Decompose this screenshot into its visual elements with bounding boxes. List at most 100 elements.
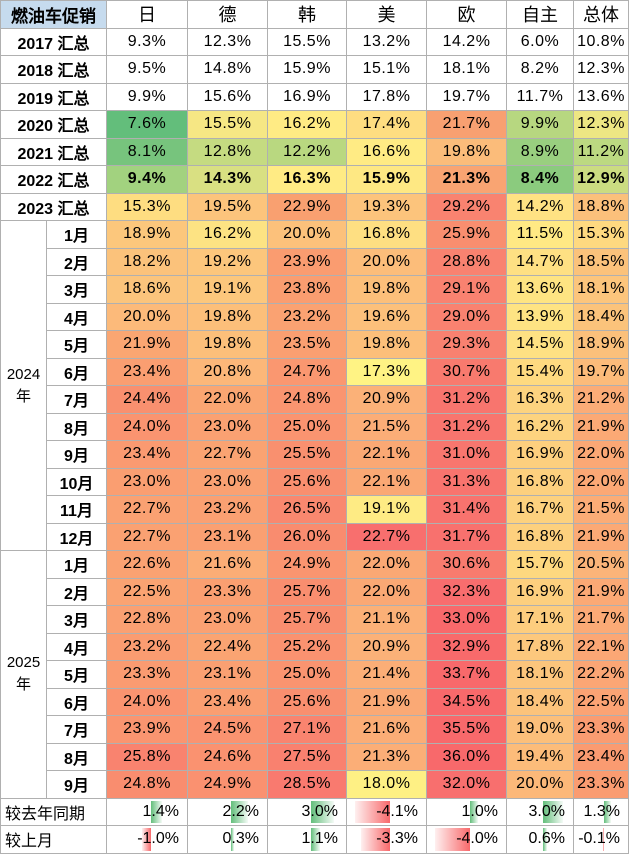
delta-cell: -4.1% xyxy=(346,797,427,826)
delta-value: -3.3% xyxy=(376,830,418,848)
value-cell: 21.5% xyxy=(346,412,427,441)
value-cell: 13.2% xyxy=(346,27,427,56)
value-cell: 15.3% xyxy=(573,220,629,249)
data-bar xyxy=(543,800,563,823)
row-label: 2020 汇总 xyxy=(0,110,107,139)
comparison-label: 较去年同期 xyxy=(0,797,107,826)
delta-value: 0.3% xyxy=(222,830,259,848)
month-label: 1月 xyxy=(46,550,107,579)
month-label: 5月 xyxy=(46,330,107,359)
value-cell: 21.7% xyxy=(573,605,629,634)
value-cell: 29.3% xyxy=(426,330,507,359)
row-label: 2019 汇总 xyxy=(0,82,107,111)
value-cell: 31.0% xyxy=(426,440,507,469)
value-cell: 31.7% xyxy=(426,522,507,551)
value-cell: 8.9% xyxy=(506,137,574,166)
month-row: 2025 年 1月 22.6% 21.6% 24.9% 22.0% 30.6% 15.7% 20.… xyxy=(0,550,629,799)
value-cell: 21.2% xyxy=(573,385,629,414)
value-cell: 13.6% xyxy=(506,275,574,304)
value-cell: 17.1% xyxy=(506,605,574,634)
value-cell: 23.5% xyxy=(267,330,347,359)
value-cell: 18.6% xyxy=(106,275,188,304)
value-cell: 31.2% xyxy=(426,385,507,414)
value-cell: 31.4% xyxy=(426,495,507,524)
month-row: 9月 23.4% 22.7% 25.5% 22.1% 31.0% 16.9% 22.0% xyxy=(1,440,629,469)
value-cell: 19.7% xyxy=(426,82,507,111)
value-cell: 26.0% xyxy=(267,522,347,551)
value-cell: 24.8% xyxy=(267,385,347,414)
value-cell: 9.5% xyxy=(106,55,188,84)
value-cell: 22.0% xyxy=(573,440,629,469)
value-cell: 16.3% xyxy=(506,385,574,414)
value-cell: 9.9% xyxy=(506,110,574,139)
value-cell: 18.0% xyxy=(346,770,427,799)
value-cell: 12.3% xyxy=(187,27,268,56)
delta-cell: 1.3% xyxy=(573,797,629,826)
month-row: 4月 23.2% 22.4% 25.2% 20.9% 32.9% 17.8% 22.1% xyxy=(1,632,629,661)
value-cell: 8.2% xyxy=(506,55,574,84)
value-cell: 18.2% xyxy=(106,247,188,276)
value-cell: 23.2% xyxy=(106,632,188,661)
value-cell: 19.7% xyxy=(573,357,629,386)
value-cell: 12.9% xyxy=(573,165,629,194)
month-label: 7月 xyxy=(46,385,107,414)
delta-value: -4.0% xyxy=(456,830,498,848)
value-cell: 20.8% xyxy=(187,357,268,386)
month-row: 5月 21.9% 19.8% 23.5% 19.8% 29.3% 14.5% 18.9% xyxy=(1,330,629,359)
value-cell: 19.2% xyxy=(187,247,268,276)
value-cell: 20.0% xyxy=(267,220,347,249)
table-corner-title: 燃油车促销 xyxy=(0,0,107,29)
value-cell: 16.2% xyxy=(267,110,347,139)
value-cell: 25.9% xyxy=(426,220,507,249)
month-row: 3月 22.8% 23.0% 25.7% 21.1% 33.0% 17.1% 21.7% xyxy=(1,605,629,634)
value-cell: 24.0% xyxy=(106,412,188,441)
value-cell: 36.0% xyxy=(426,742,507,771)
value-cell: 22.1% xyxy=(346,440,427,469)
month-label: 9月 xyxy=(46,440,107,469)
data-bar xyxy=(470,800,479,823)
delta-value: -0.1% xyxy=(578,830,620,848)
value-cell: 22.7% xyxy=(187,440,268,469)
value-cell: 25.5% xyxy=(267,440,347,469)
month-label: 6月 xyxy=(46,357,107,386)
row-label: 2023 汇总 xyxy=(0,192,107,221)
data-bar xyxy=(603,800,611,823)
month-label: 10月 xyxy=(46,467,107,496)
delta-cell: -1.0% xyxy=(106,825,188,854)
value-cell: 16.8% xyxy=(506,522,574,551)
month-label: 4月 xyxy=(46,632,107,661)
value-cell: 14.3% xyxy=(187,165,268,194)
value-cell: 9.9% xyxy=(106,82,188,111)
value-cell: 23.3% xyxy=(106,660,188,689)
value-cell: 21.9% xyxy=(573,577,629,606)
value-cell: 17.8% xyxy=(346,82,427,111)
month-label: 8月 xyxy=(46,412,107,441)
value-cell: 17.3% xyxy=(346,357,427,386)
value-cell: 14.8% xyxy=(187,55,268,84)
value-cell: 25.7% xyxy=(267,577,347,606)
column-header: 日 xyxy=(106,0,188,29)
value-cell: 23.0% xyxy=(187,467,268,496)
month-row: 11月 22.7% 23.2% 26.5% 19.1% 31.4% 16.7% 21.5% xyxy=(1,495,629,524)
value-cell: 23.4% xyxy=(573,742,629,771)
value-cell: 14.7% xyxy=(506,247,574,276)
month-row: 3月 18.6% 19.1% 23.8% 19.8% 29.1% 13.6% 18.1% xyxy=(1,275,629,304)
value-cell: 16.3% xyxy=(267,165,347,194)
comparison-label: 较上月 xyxy=(0,825,107,854)
month-row: 4月 20.0% 19.8% 23.2% 19.6% 29.0% 13.9% 18.4% xyxy=(1,302,629,331)
month-row: 2月 18.2% 19.2% 23.9% 20.0% 28.8% 14.7% 18.5% xyxy=(1,247,629,276)
value-cell: 21.6% xyxy=(346,715,427,744)
month-label: 3月 xyxy=(46,275,107,304)
value-cell: 8.4% xyxy=(506,165,574,194)
annual-row: 2020 汇总 7.6% 15.5% 16.2% 17.4% 21.7% 9.9% 12.3% xyxy=(0,110,629,139)
value-cell: 22.2% xyxy=(573,660,629,689)
value-cell: 19.5% xyxy=(187,192,268,221)
value-cell: 35.5% xyxy=(426,715,507,744)
value-cell: 11.2% xyxy=(573,137,629,166)
value-cell: 16.9% xyxy=(506,440,574,469)
column-header: 美 xyxy=(346,0,427,29)
delta-value: 3.0% xyxy=(528,802,565,820)
value-cell: 20.9% xyxy=(346,385,427,414)
data-bar xyxy=(151,800,163,823)
value-cell: 22.0% xyxy=(187,385,268,414)
